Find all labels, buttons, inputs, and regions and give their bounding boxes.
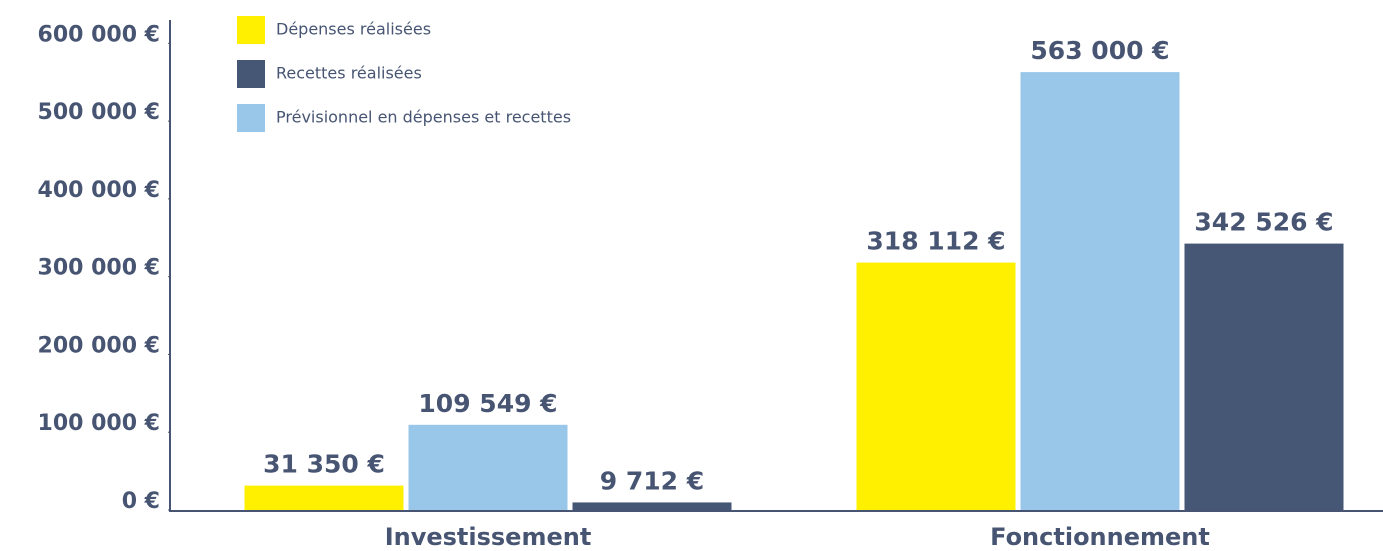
- bar: [1020, 72, 1180, 510]
- value-label: 109 549 €: [418, 389, 557, 418]
- legend-label: Recettes réalisées: [276, 64, 422, 83]
- bar: [1184, 243, 1344, 510]
- bar: [244, 485, 404, 510]
- legend-swatch: [237, 16, 265, 44]
- x-tick-label: Fonctionnement: [990, 523, 1210, 551]
- y-tick-label: 0 €: [122, 489, 160, 514]
- value-label: 342 526 €: [1194, 208, 1333, 237]
- y-tick-label: 100 000 €: [38, 411, 160, 436]
- x-tick-label: Investissement: [385, 523, 592, 551]
- bar: [856, 262, 1016, 510]
- legend-swatch: [237, 104, 265, 132]
- y-tick-label: 600 000 €: [38, 22, 160, 47]
- value-label: 563 000 €: [1030, 36, 1169, 65]
- y-tick-label: 300 000 €: [38, 256, 160, 281]
- y-tick-label: 200 000 €: [38, 333, 160, 358]
- bar: [408, 424, 568, 510]
- value-label: 31 350 €: [263, 450, 385, 479]
- y-tick-label: 400 000 €: [38, 178, 160, 203]
- y-tick-label: 500 000 €: [38, 100, 160, 125]
- legend-label: Prévisionnel en dépenses et recettes: [276, 108, 571, 127]
- legend-swatch: [237, 60, 265, 88]
- value-label: 9 712 €: [600, 466, 704, 495]
- bar: [572, 502, 732, 510]
- legend-label: Dépenses réalisées: [276, 20, 431, 39]
- value-label: 318 112 €: [866, 227, 1005, 256]
